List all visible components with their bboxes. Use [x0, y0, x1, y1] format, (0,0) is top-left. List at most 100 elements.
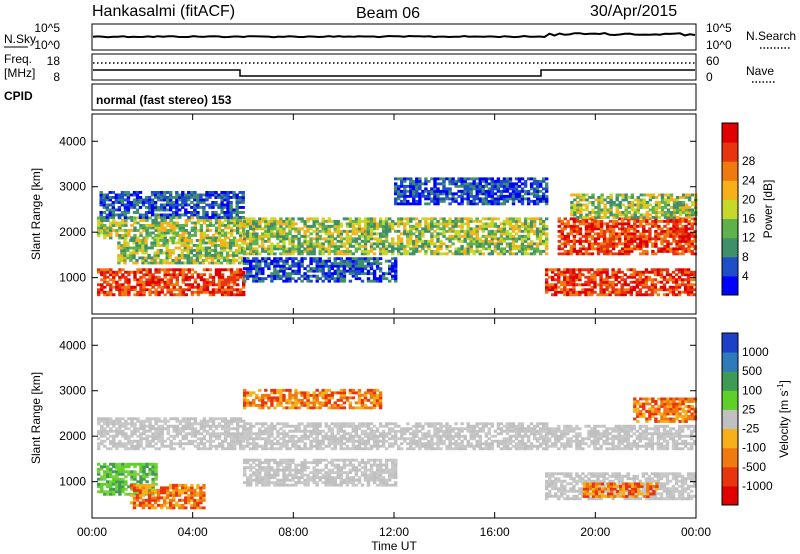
range-gate-cell — [169, 439, 173, 443]
range-gate-cell — [551, 278, 555, 282]
range-gate-cell — [345, 239, 350, 243]
range-gate-cell — [345, 269, 350, 273]
range-gate-cell — [650, 283, 655, 287]
range-gate-cell — [666, 222, 670, 226]
range-gate-cell — [569, 249, 574, 253]
range-gate-cell — [201, 239, 206, 242]
range-gate-cell — [270, 227, 274, 231]
range-gate-cell — [678, 234, 682, 238]
range-gate-cell — [496, 182, 501, 186]
range-gate-cell — [594, 206, 598, 209]
range-gate-cell — [109, 226, 113, 230]
range-gate-cell — [539, 179, 543, 183]
range-gate-cell — [584, 219, 589, 223]
range-gate-cell — [190, 293, 195, 297]
range-gate-cell — [199, 290, 204, 294]
range-gate-cell — [300, 219, 304, 223]
range-gate-cell — [291, 224, 295, 228]
range-gate-cell — [545, 252, 549, 256]
range-gate-cell — [621, 219, 625, 223]
range-gate-cell — [642, 232, 646, 236]
range-gate-cell — [508, 192, 513, 196]
range-gate-cell — [306, 239, 310, 243]
range-gate-cell — [123, 193, 128, 197]
range-gate-cell — [369, 247, 374, 251]
range-gate-cell — [623, 293, 627, 297]
range-gate-cell — [169, 221, 173, 225]
range-gate-cell — [563, 275, 567, 279]
range-gate-cell — [618, 211, 622, 214]
range-gate-cell — [223, 216, 227, 219]
range-gate-cell — [660, 198, 665, 202]
range-gate-cell — [372, 252, 377, 256]
range-gate-cell — [196, 216, 200, 219]
range-gate-cell — [309, 227, 313, 231]
range-gate-cell — [190, 193, 194, 197]
range-gate-cell — [108, 198, 112, 202]
range-gate-cell — [348, 217, 353, 221]
range-gate-cell — [690, 244, 694, 248]
range-gate-cell — [585, 216, 589, 219]
freq-panel: Freq. [MHz] 18 8 60 0 Nave — [4, 52, 776, 84]
range-gate-cell — [135, 249, 139, 252]
range-gate-cell — [270, 229, 274, 233]
range-gate-cell — [118, 432, 122, 436]
range-gate-cell — [246, 224, 250, 228]
range-gate-cell — [172, 236, 176, 240]
range-gate-cell — [124, 444, 128, 448]
range-gate-cell — [211, 432, 216, 436]
range-gate-cell — [242, 419, 246, 423]
range-gate-cell — [147, 203, 152, 207]
range-gate-cell — [572, 285, 576, 289]
range-gate-cell — [249, 217, 253, 221]
range-gate-cell — [666, 244, 670, 248]
range-gate-cell — [523, 182, 528, 186]
range-gate-cell — [139, 275, 143, 279]
range-gate-cell — [297, 244, 301, 248]
range-gate-cell — [306, 219, 310, 223]
range-gate-cell — [644, 280, 649, 284]
range-gate-cell — [579, 206, 583, 209]
range-gate-cell — [505, 222, 510, 226]
range-gate-cell — [144, 246, 148, 250]
range-gate-cell — [177, 256, 181, 260]
range-gate-cell — [520, 224, 525, 228]
range-gate-cell — [118, 427, 122, 431]
range-gate-cell — [415, 177, 419, 181]
range-gate-cell — [282, 239, 286, 243]
range-gate-cell — [133, 439, 137, 443]
range-gate-cell — [252, 267, 256, 271]
range-gate-cell — [406, 252, 410, 256]
range-gate-cell — [532, 242, 537, 246]
range-gate-cell — [130, 439, 134, 443]
range-gate-cell — [526, 244, 531, 248]
range-gate-cell — [160, 208, 164, 212]
range-gate-cell — [202, 283, 207, 287]
range-gate-cell — [321, 269, 325, 273]
range-gate-cell — [208, 417, 213, 421]
range-gate-cell — [172, 285, 176, 289]
range-gate-cell — [642, 234, 646, 238]
range-gate-cell — [563, 249, 567, 253]
range-gate-cell — [273, 272, 277, 276]
range-gate-cell — [653, 285, 658, 289]
range-gate-cell — [520, 249, 525, 253]
range-gate-cell — [448, 179, 452, 183]
range-gate-cell — [608, 224, 613, 228]
range-gate-cell — [282, 242, 286, 246]
range-gate-cell — [190, 429, 195, 433]
range-gate-cell — [261, 234, 265, 238]
range-gate-cell — [154, 419, 158, 423]
range-gate-cell — [627, 201, 631, 204]
range-gate-cell — [199, 193, 203, 197]
range-gate-cell — [291, 242, 295, 246]
range-gate-cell — [106, 419, 110, 423]
range-gate-cell — [189, 261, 193, 265]
range-gate-cell — [217, 196, 221, 199]
range-gate-cell — [496, 244, 501, 248]
range-gate-cell — [196, 219, 201, 222]
range-gate-cell — [139, 288, 143, 292]
range-gate-cell — [463, 179, 467, 183]
range-gate-cell — [166, 285, 170, 289]
range-gate-cell — [249, 234, 253, 238]
